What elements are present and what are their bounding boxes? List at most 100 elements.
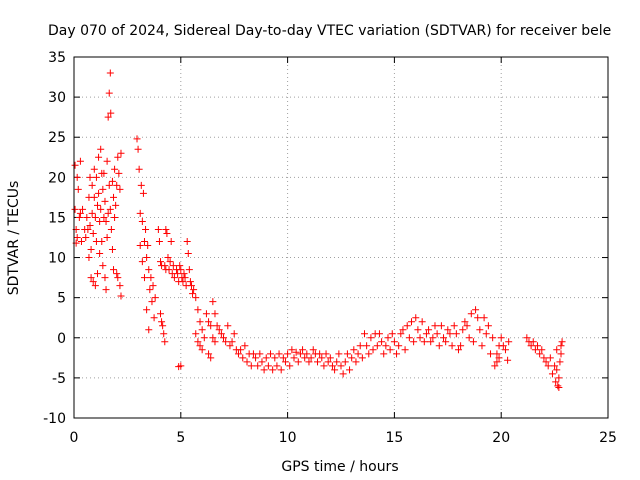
data-point — [134, 145, 142, 153]
data-point — [346, 366, 354, 374]
data-point — [159, 322, 167, 330]
data-point — [91, 282, 99, 290]
data-point — [478, 342, 486, 350]
data-point — [491, 362, 499, 370]
data-point — [354, 350, 362, 358]
data-point — [243, 358, 251, 366]
data-point — [93, 270, 101, 278]
data-point — [497, 334, 505, 342]
data-point — [433, 330, 441, 338]
data-point — [97, 205, 105, 213]
data-point — [213, 322, 221, 330]
data-point — [277, 366, 285, 374]
data-point — [89, 278, 97, 286]
x-tick-label: 20 — [492, 430, 510, 446]
data-point — [157, 258, 165, 266]
data-point — [198, 346, 206, 354]
data-point — [369, 346, 377, 354]
data-point — [106, 205, 114, 213]
data-point — [505, 338, 513, 346]
data-point — [73, 173, 81, 181]
data-point — [113, 181, 121, 189]
data-point — [258, 358, 266, 366]
data-point — [499, 342, 507, 350]
data-point — [558, 338, 566, 346]
data-point — [105, 89, 113, 97]
data-point — [247, 362, 255, 370]
data-point — [169, 262, 177, 270]
y-tick-label: 0 — [57, 331, 66, 347]
data-point — [101, 197, 109, 205]
data-point — [108, 246, 116, 254]
y-tick-label: 10 — [48, 251, 66, 267]
data-point — [93, 201, 101, 209]
data-point — [407, 318, 415, 326]
data-point — [375, 330, 383, 338]
data-point — [176, 262, 184, 270]
data-point — [237, 346, 245, 354]
data-point — [252, 354, 260, 362]
y-axis-label: SDTVAR / TECUs — [6, 181, 22, 296]
data-point — [487, 350, 495, 358]
data-point — [331, 366, 339, 374]
data-point — [553, 346, 561, 354]
data-point — [147, 274, 155, 282]
data-point — [190, 286, 198, 294]
x-tick-label: 15 — [385, 430, 403, 446]
data-point — [448, 342, 456, 350]
data-point — [284, 350, 292, 358]
data-point — [98, 238, 106, 246]
data-point — [401, 346, 409, 354]
data-point — [161, 338, 169, 346]
data-point — [205, 318, 213, 326]
data-point — [422, 330, 430, 338]
data-point — [467, 310, 475, 318]
data-point — [180, 270, 188, 278]
data-point — [454, 346, 462, 354]
data-point — [352, 358, 360, 366]
data-point — [87, 274, 95, 282]
data-point — [431, 322, 439, 330]
data-point — [222, 338, 230, 346]
data-point — [162, 225, 170, 233]
data-point — [104, 113, 112, 121]
data-point — [365, 350, 373, 358]
data-point — [84, 225, 92, 233]
data-point — [328, 362, 336, 370]
data-point — [299, 346, 307, 354]
data-point — [96, 250, 104, 258]
data-point — [76, 157, 84, 165]
data-point — [149, 282, 157, 290]
data-point — [175, 363, 183, 371]
data-point — [472, 306, 480, 314]
data-point — [360, 330, 368, 338]
data-point — [86, 173, 94, 181]
data-point — [116, 282, 124, 290]
data-point — [157, 310, 165, 318]
data-point — [192, 294, 200, 302]
y-tick-label: -10 — [43, 411, 66, 427]
data-point — [164, 254, 172, 262]
data-point — [358, 354, 366, 362]
grid — [74, 57, 608, 418]
y-tick-label: 15 — [48, 210, 66, 226]
data-point — [138, 258, 146, 266]
data-point — [189, 290, 197, 298]
data-point — [105, 181, 113, 189]
y-tick-label: 35 — [48, 50, 66, 66]
data-point — [322, 350, 330, 358]
data-point — [112, 201, 120, 209]
data-point — [217, 330, 225, 338]
data-point — [320, 362, 328, 370]
data-point — [166, 258, 174, 266]
data-point — [341, 358, 349, 366]
data-point — [386, 346, 394, 354]
data-point — [382, 342, 390, 350]
data-point — [388, 330, 396, 338]
data-point — [444, 326, 452, 334]
data-point — [110, 266, 118, 274]
data-point — [450, 322, 458, 330]
data-point — [76, 209, 84, 217]
data-point — [186, 278, 194, 286]
data-point — [77, 238, 85, 246]
